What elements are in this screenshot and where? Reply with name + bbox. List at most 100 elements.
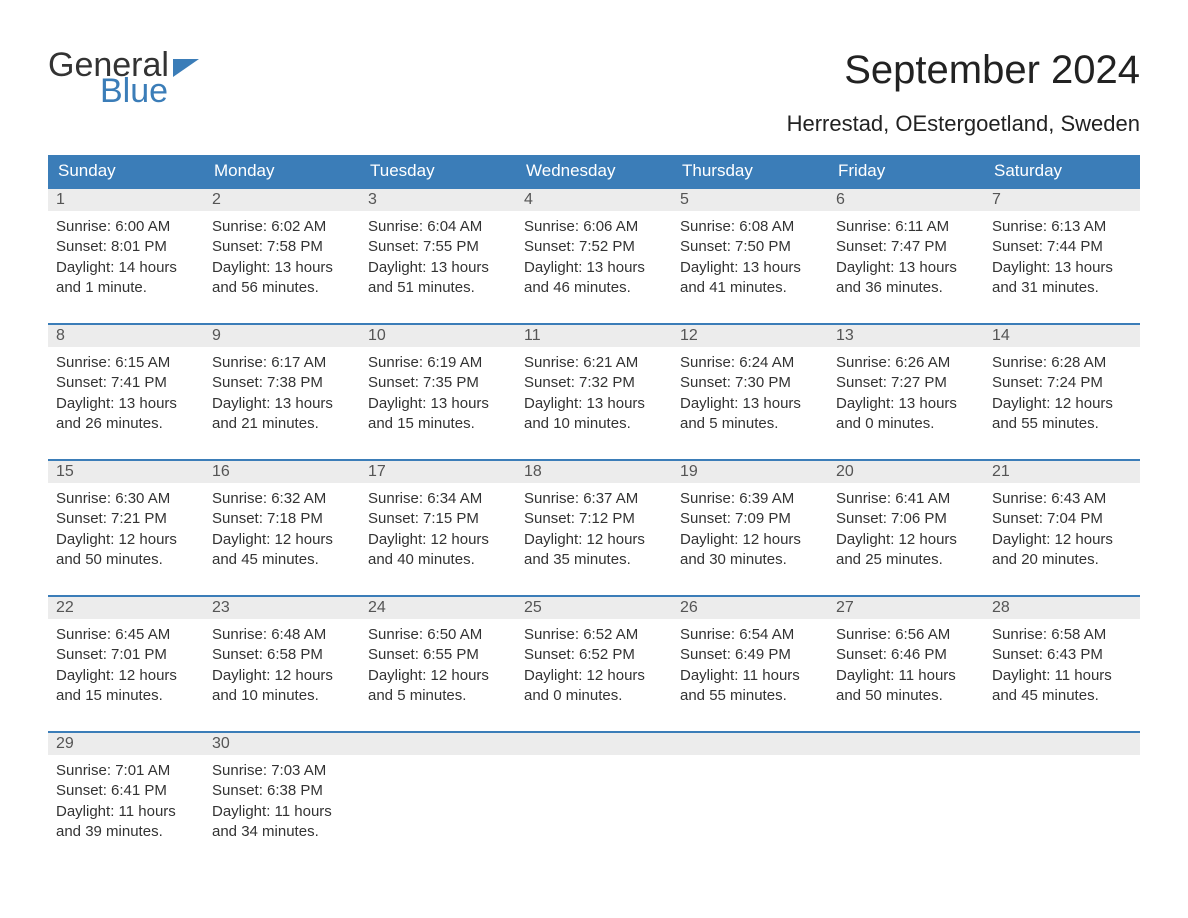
sunrise-line: Sunrise: 7:03 AM <box>212 761 352 781</box>
day-cell: Sunrise: 6:37 AMSunset: 7:12 PMDaylight:… <box>516 483 672 574</box>
sunset-line: Sunset: 7:27 PM <box>836 373 976 393</box>
day-number: 16 <box>204 460 360 483</box>
day-cell: Sunrise: 6:45 AMSunset: 7:01 PMDaylight:… <box>48 619 204 710</box>
day-number: 1 <box>48 188 204 211</box>
d1-line: Daylight: 11 hours <box>56 802 196 822</box>
empty-cell <box>516 732 672 755</box>
empty-cell <box>516 755 672 846</box>
day-cell: Sunrise: 6:41 AMSunset: 7:06 PMDaylight:… <box>828 483 984 574</box>
sunset-line: Sunset: 7:15 PM <box>368 509 508 529</box>
d2-line: and 15 minutes. <box>56 686 196 706</box>
sunrise-line: Sunrise: 6:24 AM <box>680 353 820 373</box>
day-number: 13 <box>828 324 984 347</box>
day-cell: Sunrise: 6:11 AMSunset: 7:47 PMDaylight:… <box>828 211 984 302</box>
d2-line: and 50 minutes. <box>56 550 196 570</box>
d2-line: and 15 minutes. <box>368 414 508 434</box>
d2-line: and 45 minutes. <box>992 686 1132 706</box>
sunrise-line: Sunrise: 6:21 AM <box>524 353 664 373</box>
sunrise-line: Sunrise: 6:37 AM <box>524 489 664 509</box>
d1-line: Daylight: 12 hours <box>212 530 352 550</box>
empty-cell <box>828 732 984 755</box>
sunset-line: Sunset: 7:58 PM <box>212 237 352 257</box>
d2-line: and 36 minutes. <box>836 278 976 298</box>
day-number: 3 <box>360 188 516 211</box>
day-cell: Sunrise: 6:30 AMSunset: 7:21 PMDaylight:… <box>48 483 204 574</box>
empty-cell <box>672 755 828 846</box>
empty-cell <box>984 732 1140 755</box>
d1-line: Daylight: 14 hours <box>56 258 196 278</box>
day-number: 2 <box>204 188 360 211</box>
d1-line: Daylight: 11 hours <box>992 666 1132 686</box>
day-number: 11 <box>516 324 672 347</box>
day-number: 23 <box>204 596 360 619</box>
day-info-row: Sunrise: 6:00 AMSunset: 8:01 PMDaylight:… <box>48 211 1140 302</box>
d2-line: and 20 minutes. <box>992 550 1132 570</box>
sunrise-line: Sunrise: 6:58 AM <box>992 625 1132 645</box>
location-label: Herrestad, OEstergoetland, Sweden <box>787 111 1140 137</box>
empty-cell <box>360 732 516 755</box>
sunset-line: Sunset: 6:52 PM <box>524 645 664 665</box>
d2-line: and 45 minutes. <box>212 550 352 570</box>
day-number: 4 <box>516 188 672 211</box>
day-number: 25 <box>516 596 672 619</box>
d2-line: and 10 minutes. <box>212 686 352 706</box>
week-separator <box>48 574 1140 596</box>
day-number: 28 <box>984 596 1140 619</box>
sunrise-line: Sunrise: 6:34 AM <box>368 489 508 509</box>
d1-line: Daylight: 13 hours <box>212 394 352 414</box>
day-number: 26 <box>672 596 828 619</box>
logo: General Blue <box>48 48 199 108</box>
d1-line: Daylight: 12 hours <box>56 530 196 550</box>
day-info-row: Sunrise: 6:15 AMSunset: 7:41 PMDaylight:… <box>48 347 1140 438</box>
sunrise-line: Sunrise: 6:28 AM <box>992 353 1132 373</box>
sunset-line: Sunset: 6:41 PM <box>56 781 196 801</box>
d2-line: and 0 minutes. <box>836 414 976 434</box>
day-cell: Sunrise: 6:02 AMSunset: 7:58 PMDaylight:… <box>204 211 360 302</box>
d1-line: Daylight: 12 hours <box>368 530 508 550</box>
day-cell: Sunrise: 6:52 AMSunset: 6:52 PMDaylight:… <box>516 619 672 710</box>
d1-line: Daylight: 12 hours <box>836 530 976 550</box>
day-number: 22 <box>48 596 204 619</box>
d1-line: Daylight: 12 hours <box>524 530 664 550</box>
sunset-line: Sunset: 7:04 PM <box>992 509 1132 529</box>
d1-line: Daylight: 13 hours <box>524 258 664 278</box>
day-cell: Sunrise: 6:50 AMSunset: 6:55 PMDaylight:… <box>360 619 516 710</box>
sunset-line: Sunset: 7:24 PM <box>992 373 1132 393</box>
day-cell: Sunrise: 6:00 AMSunset: 8:01 PMDaylight:… <box>48 211 204 302</box>
sunrise-line: Sunrise: 7:01 AM <box>56 761 196 781</box>
d2-line: and 26 minutes. <box>56 414 196 434</box>
sunrise-line: Sunrise: 6:19 AM <box>368 353 508 373</box>
day-number: 12 <box>672 324 828 347</box>
logo-word-blue: Blue <box>100 74 199 108</box>
day-number: 6 <box>828 188 984 211</box>
day-number: 14 <box>984 324 1140 347</box>
d1-line: Daylight: 13 hours <box>524 394 664 414</box>
sunrise-line: Sunrise: 6:26 AM <box>836 353 976 373</box>
d1-line: Daylight: 13 hours <box>680 258 820 278</box>
day-cell: Sunrise: 6:32 AMSunset: 7:18 PMDaylight:… <box>204 483 360 574</box>
sunrise-line: Sunrise: 6:30 AM <box>56 489 196 509</box>
sunrise-line: Sunrise: 6:48 AM <box>212 625 352 645</box>
sunrise-line: Sunrise: 6:39 AM <box>680 489 820 509</box>
sunset-line: Sunset: 7:09 PM <box>680 509 820 529</box>
week-separator <box>48 438 1140 460</box>
day-cell: Sunrise: 6:21 AMSunset: 7:32 PMDaylight:… <box>516 347 672 438</box>
sunset-line: Sunset: 7:52 PM <box>524 237 664 257</box>
weekday-header: Tuesday <box>360 155 516 188</box>
sunrise-line: Sunrise: 6:17 AM <box>212 353 352 373</box>
d2-line: and 40 minutes. <box>368 550 508 570</box>
sunset-line: Sunset: 7:50 PM <box>680 237 820 257</box>
sunset-line: Sunset: 7:44 PM <box>992 237 1132 257</box>
day-cell: Sunrise: 6:24 AMSunset: 7:30 PMDaylight:… <box>672 347 828 438</box>
day-cell: Sunrise: 6:19 AMSunset: 7:35 PMDaylight:… <box>360 347 516 438</box>
sunset-line: Sunset: 7:30 PM <box>680 373 820 393</box>
d1-line: Daylight: 13 hours <box>56 394 196 414</box>
day-info-row: Sunrise: 6:30 AMSunset: 7:21 PMDaylight:… <box>48 483 1140 574</box>
day-cell: Sunrise: 6:13 AMSunset: 7:44 PMDaylight:… <box>984 211 1140 302</box>
sunset-line: Sunset: 6:58 PM <box>212 645 352 665</box>
d2-line: and 56 minutes. <box>212 278 352 298</box>
sunrise-line: Sunrise: 6:56 AM <box>836 625 976 645</box>
day-number: 9 <box>204 324 360 347</box>
day-number: 30 <box>204 732 360 755</box>
sunset-line: Sunset: 6:43 PM <box>992 645 1132 665</box>
